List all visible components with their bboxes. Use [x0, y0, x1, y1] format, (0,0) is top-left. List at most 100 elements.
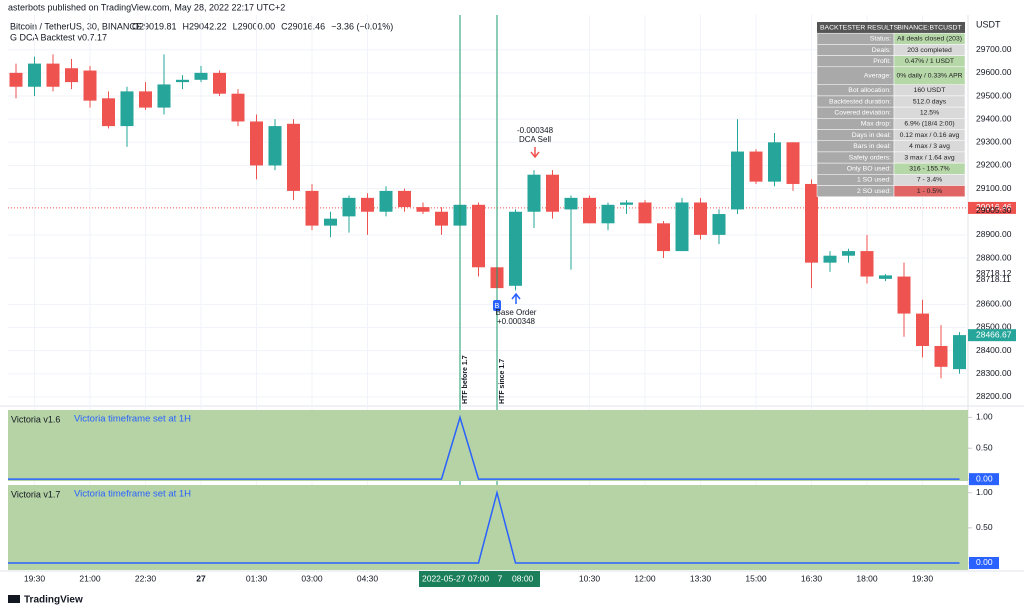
currency: USDT — [976, 19, 1001, 29]
candle-body — [139, 91, 152, 108]
annotation: -0.000348 — [517, 126, 554, 135]
y-tick-label: 29600.00 — [976, 67, 1012, 77]
candle-body — [601, 204, 615, 224]
price-label: 28466.67 — [976, 329, 1012, 339]
y-tick-label: 29200.00 — [976, 160, 1012, 170]
crosshair-box — [419, 571, 540, 587]
table-label: Max drop: — [861, 121, 891, 128]
table-label: Safety orders: — [849, 154, 891, 161]
candle-body — [305, 190, 319, 226]
candle-body — [934, 345, 948, 367]
y-tick-label: 1.00 — [976, 412, 993, 422]
candle-body — [194, 72, 208, 80]
vertical-line-label: HTF before 1.7 — [462, 355, 469, 404]
candle-body — [657, 223, 670, 252]
candle-body — [823, 255, 837, 263]
candle-body — [768, 142, 781, 182]
candle-body — [916, 313, 929, 346]
table-label: Bars in deal: — [853, 143, 891, 150]
vertical-line-label: HTF since 1.7 — [499, 359, 506, 404]
table-value: 4 max / 3 avg — [909, 143, 950, 150]
study-name: G DCA Backtest v0.7.17 — [10, 32, 107, 42]
x-tick-label: 21:00 — [79, 573, 101, 583]
candle-body — [509, 211, 522, 286]
y-tick-label: 29300.00 — [976, 137, 1012, 147]
legend-value: −3.36 (−0.01%) — [331, 21, 393, 31]
price-label-box — [968, 329, 1016, 342]
candle-body — [527, 174, 541, 212]
legend-value: C29016.46 — [281, 21, 325, 31]
y-tick-label: 1.00 — [976, 487, 993, 497]
price-label: 29005.30 — [976, 205, 1012, 215]
indicator-line — [8, 414, 960, 480]
y-tick-label: 29100.00 — [976, 183, 1012, 193]
y-tick-label: 29700.00 — [976, 44, 1012, 54]
table-value: 6.9% (18/4 2:00) — [904, 121, 954, 128]
x-tick-label: 12:00 — [634, 573, 656, 583]
annotation: DCA Sell — [519, 135, 551, 144]
table-header-bg — [817, 22, 965, 34]
table-label: Status: — [870, 36, 891, 43]
value-label-box — [969, 556, 999, 569]
x-tick-label: 16:30 — [801, 573, 823, 583]
pane-title: Victoria v1.6 — [11, 414, 60, 424]
x-tick-label: 18:00 — [856, 573, 878, 583]
y-tick-label: 0.00 — [976, 473, 993, 483]
crosshair-label: 7 — [498, 573, 503, 583]
legend-value: O29019.81 — [132, 21, 177, 31]
candle-body — [213, 72, 226, 94]
y-tick-label: 29400.00 — [976, 113, 1012, 123]
candle-body — [675, 202, 689, 252]
candle-body — [65, 68, 78, 83]
y-tick-label: 28600.00 — [976, 299, 1012, 309]
candle-body — [953, 335, 966, 370]
buy-arrow — [511, 292, 521, 304]
candle-body — [398, 190, 411, 208]
candle-body — [472, 204, 485, 268]
x-tick-label: 19:30 — [24, 573, 46, 583]
price-label: 28718.11 — [976, 274, 1011, 284]
table-value: 316 - 155.7% — [909, 166, 949, 173]
table-value: 0.47% / 1 USDT — [905, 58, 954, 65]
candle-body — [268, 126, 282, 166]
brand: TradingView — [24, 595, 83, 606]
x-tick-label: 19:30 — [912, 573, 934, 583]
candle-body — [157, 84, 171, 108]
table-label: 2 SO used: — [857, 188, 891, 195]
candle-body — [46, 63, 60, 87]
brand-logo — [8, 595, 20, 603]
candle-body — [120, 91, 134, 127]
x-tick-label: 01:30 — [246, 573, 268, 583]
legend-value: L29000.00 — [233, 21, 276, 31]
table-value: 0% daily / 0.33% APR — [896, 73, 962, 80]
y-tick-label: 28500.00 — [976, 322, 1012, 332]
table-header: BACKTESTER RESULTS — [820, 24, 899, 31]
crosshair-label: 08:00 — [512, 573, 534, 583]
candle-body — [435, 211, 448, 226]
candle-body — [879, 275, 892, 279]
y-tick-label: 28200.00 — [976, 391, 1012, 401]
candle-body — [250, 121, 263, 166]
table-label: Covered deviation: — [834, 110, 891, 117]
table-value: 160 USDT — [914, 87, 946, 94]
y-tick-label: 29500.00 — [976, 90, 1012, 100]
table-label: Backtested duration: — [829, 98, 891, 105]
candle-body — [83, 70, 97, 101]
table-value: 3 max / 1.64 avg — [904, 154, 954, 161]
candle-body — [731, 151, 744, 210]
candle-body — [231, 93, 245, 122]
candle-body — [287, 123, 300, 191]
y-tick-label: 0.50 — [976, 522, 993, 532]
table-value: 1 - 0.5% — [917, 188, 942, 195]
indicator-line — [8, 489, 960, 564]
pane-subtitle: Victoria timeframe set at 1H — [74, 414, 191, 425]
candle-body — [361, 197, 374, 212]
table-header: BINANCE:BTCUSDT — [897, 24, 961, 31]
price-label: 29016.46 — [976, 202, 1012, 212]
table-value: 203 completed — [907, 47, 952, 54]
table-value: 7 - 3.4% — [917, 177, 942, 184]
candle-body — [342, 197, 356, 217]
y-tick-label: 0.50 — [976, 443, 993, 453]
price-label-box — [968, 201, 1016, 214]
